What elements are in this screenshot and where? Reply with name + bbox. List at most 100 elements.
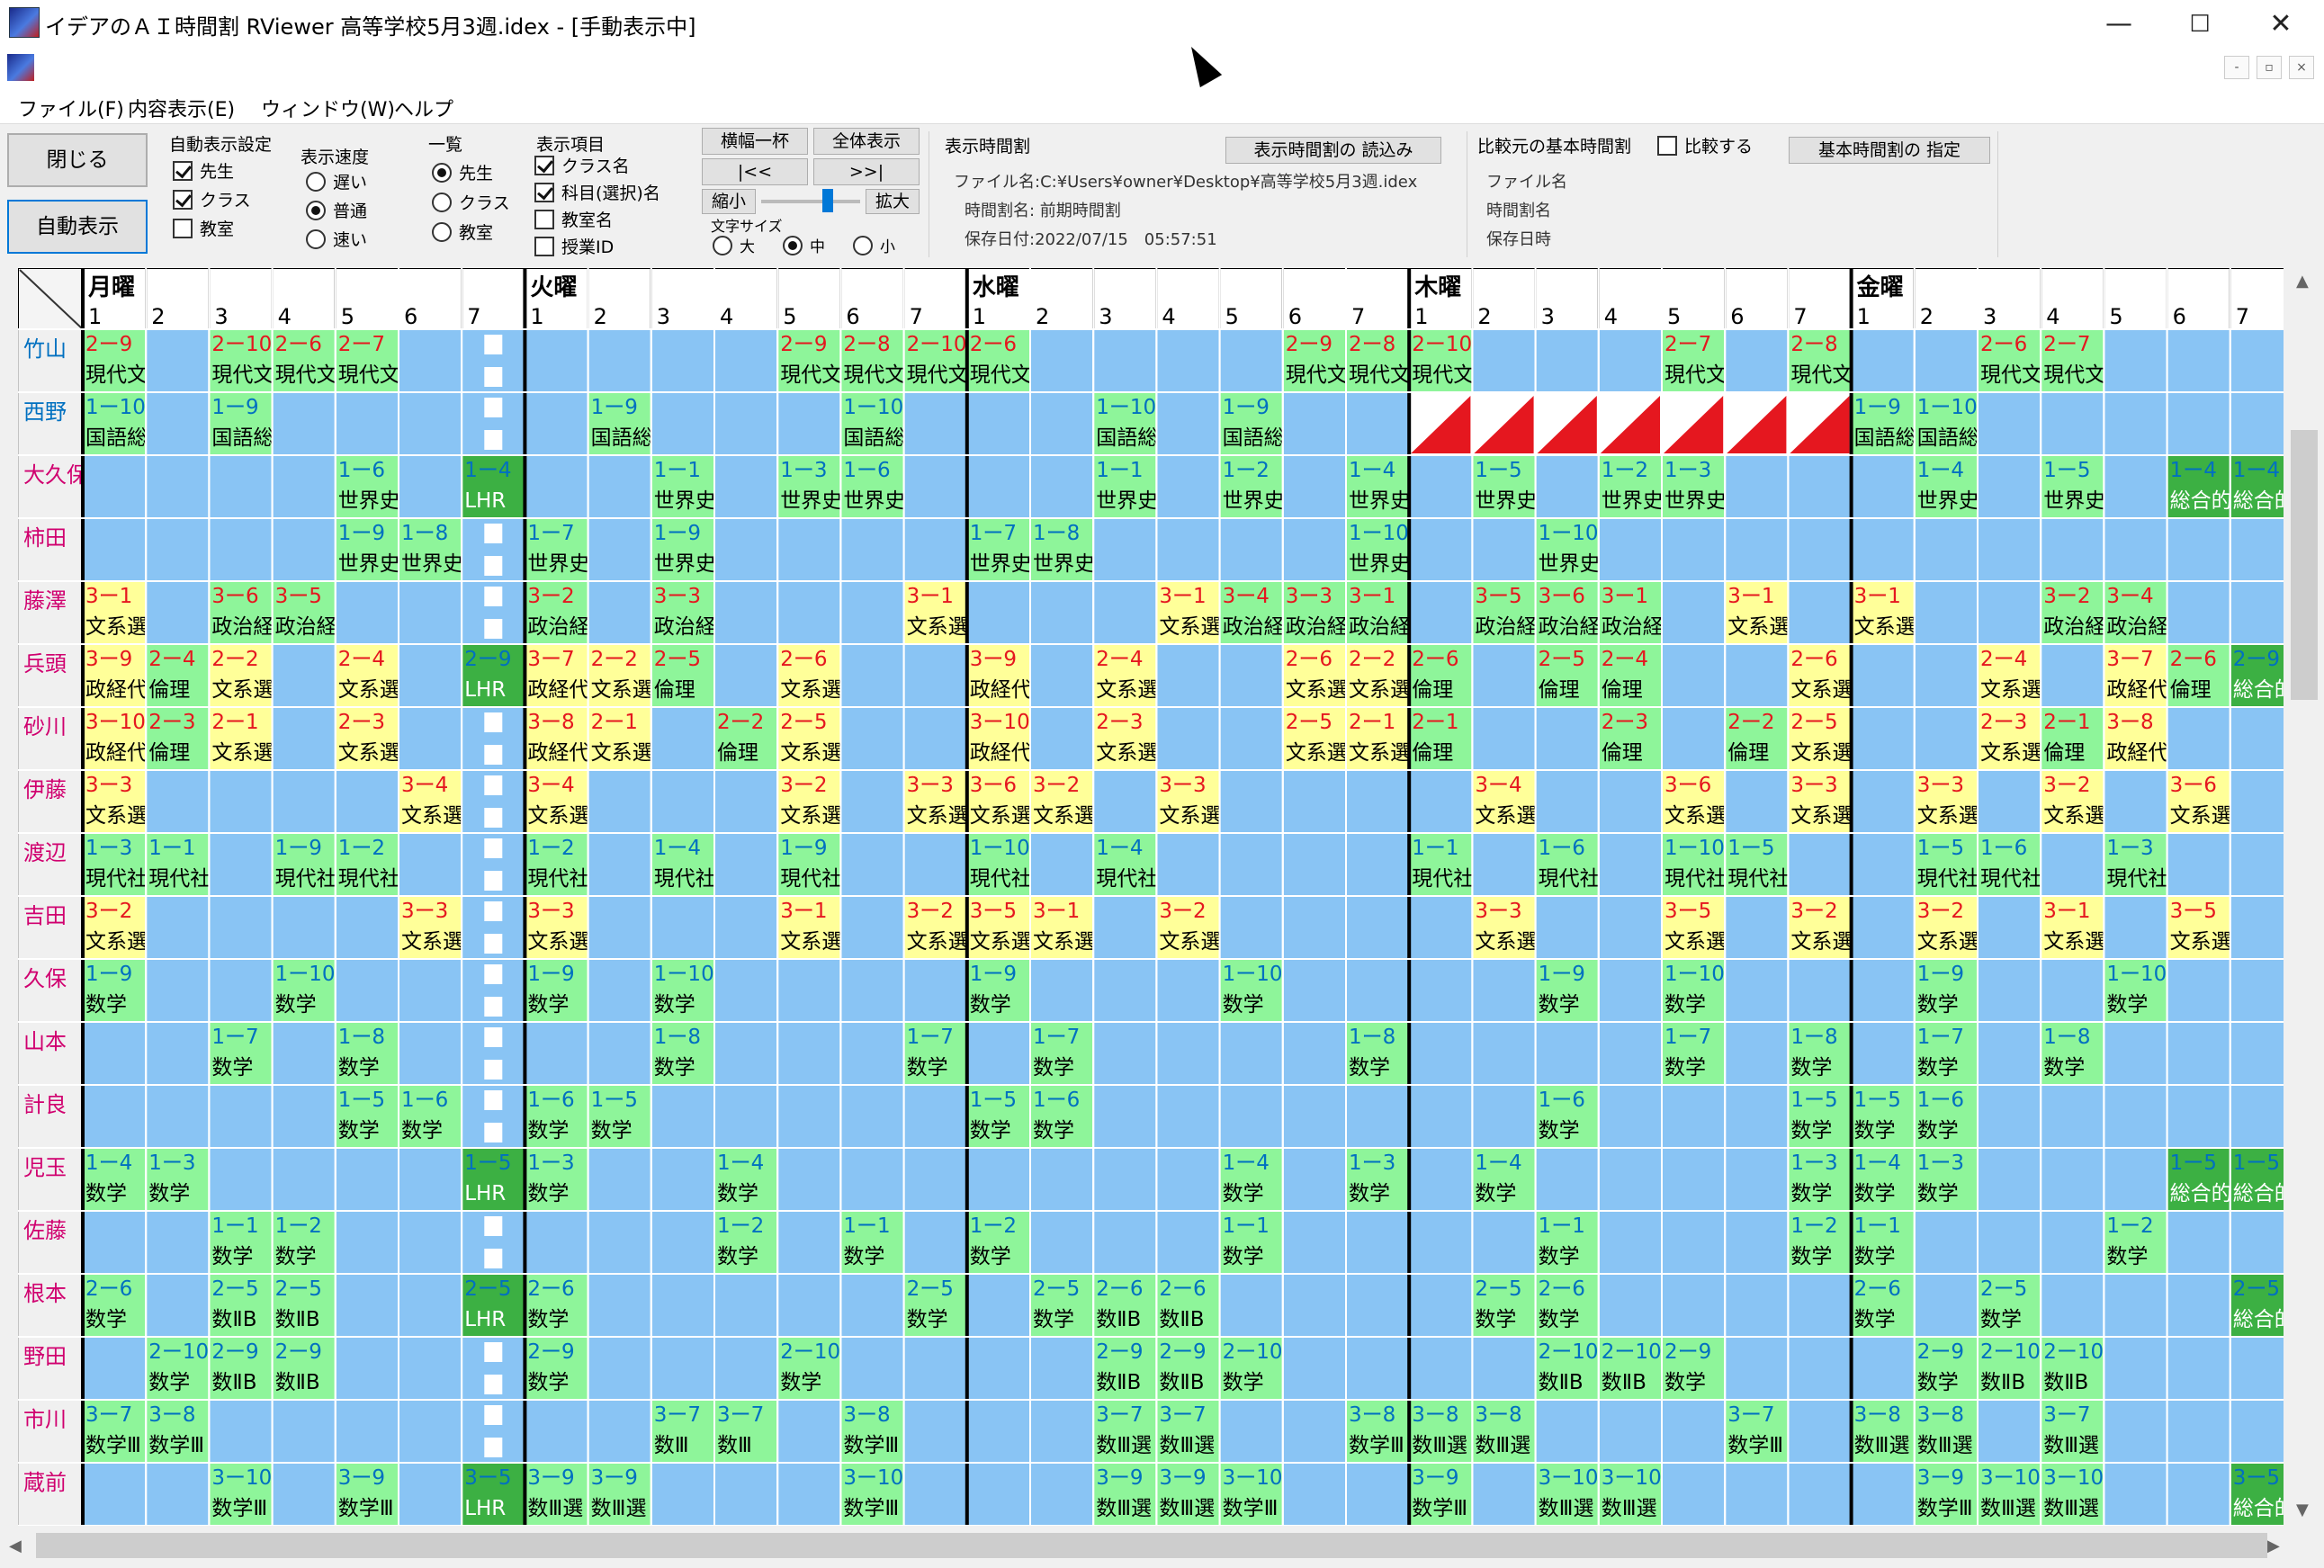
timetable-cell[interactable]	[650, 1084, 715, 1149]
menu-help[interactable]: ヘルプ	[394, 99, 454, 121]
timetable-cell[interactable]	[2103, 643, 2168, 708]
timetable-cell[interactable]	[839, 328, 905, 393]
timetable-cell[interactable]	[587, 1147, 652, 1212]
timetable-cell[interactable]	[1471, 580, 1537, 645]
timetable-cell[interactable]	[776, 1147, 842, 1212]
timetable-cell[interactable]	[1092, 1210, 1158, 1275]
checkbox-icon[interactable]	[534, 182, 554, 202]
timetable-cell[interactable]	[776, 517, 842, 582]
timetable-cell[interactable]	[1345, 391, 1411, 456]
timetable-cell[interactable]	[1029, 580, 1095, 645]
timetable-cell[interactable]	[1534, 1399, 1600, 1464]
timetable-cell[interactable]	[965, 1336, 1032, 1401]
timetable-cell[interactable]	[1471, 1147, 1537, 1212]
timetable-cell[interactable]	[965, 1462, 1032, 1526]
timetable-cell[interactable]	[524, 769, 589, 834]
timetable-cell[interactable]	[1850, 517, 1916, 582]
scroll-down-icon[interactable]: ▼	[2296, 1501, 2309, 1519]
timetable-cell[interactable]	[1218, 1021, 1284, 1086]
timetable-cell[interactable]	[1850, 1336, 1916, 1401]
timetable-cell[interactable]	[2166, 1462, 2231, 1526]
timetable-cell[interactable]	[1155, 1210, 1221, 1275]
timetable-cell[interactable]	[776, 391, 842, 456]
timetable-cell[interactable]	[1724, 958, 1790, 1023]
timetable-cell[interactable]	[524, 454, 589, 519]
timetable-cell[interactable]	[965, 391, 1032, 456]
timetable-cell[interactable]	[1471, 517, 1537, 582]
timetable-cell[interactable]	[1661, 1273, 1727, 1338]
timetable-cell[interactable]	[1661, 895, 1727, 960]
timetable-cell[interactable]	[208, 1399, 274, 1464]
timetable-cell[interactable]	[650, 1273, 715, 1338]
timetable-cell[interactable]	[776, 580, 842, 645]
timetable-cell[interactable]	[1218, 1273, 1284, 1338]
timetable-cell[interactable]	[1977, 1147, 2042, 1212]
timetable-cell[interactable]	[2166, 643, 2231, 708]
timetable-cell[interactable]	[271, 1084, 336, 1149]
timetable-cell[interactable]	[2229, 769, 2284, 834]
maximize-button[interactable]: ☐	[2189, 11, 2211, 38]
timetable-cell[interactable]	[1977, 958, 2042, 1023]
timetable-cell[interactable]	[839, 1084, 905, 1149]
close-window-button[interactable]: ✕	[2269, 8, 2293, 40]
timetable-cell[interactable]	[1029, 391, 1095, 456]
timetable-cell[interactable]	[1281, 1399, 1348, 1464]
timetable-cell[interactable]	[1534, 1021, 1600, 1086]
timetable-cell[interactable]	[1092, 769, 1158, 834]
timetable-cell[interactable]	[524, 517, 589, 582]
timetable-cell[interactable]	[1850, 706, 1916, 771]
timetable-cell[interactable]	[1029, 1462, 1095, 1526]
timetable-cell[interactable]	[208, 1147, 274, 1212]
timetable-cell[interactable]	[2040, 1273, 2105, 1338]
timetable-cell[interactable]	[2166, 958, 2231, 1023]
timetable-cell[interactable]	[965, 1273, 1032, 1338]
checkbox-icon[interactable]	[534, 209, 554, 229]
timetable-cell[interactable]	[2166, 832, 2231, 897]
timetable-cell[interactable]	[1977, 1399, 2042, 1464]
timetable-cell[interactable]	[1850, 391, 1916, 456]
timetable-cell[interactable]	[1913, 517, 1979, 582]
timetable-cell[interactable]	[587, 328, 652, 393]
timetable-cell[interactable]	[1218, 706, 1284, 771]
timetable-cell[interactable]	[271, 391, 336, 456]
timetable-cell[interactable]	[2103, 1084, 2168, 1149]
items-option-2[interactable]: 教室名	[534, 207, 613, 231]
timetable-cell[interactable]	[1408, 454, 1474, 519]
timetable-cell[interactable]	[1092, 706, 1158, 771]
scroll-left-icon[interactable]: ◀	[9, 1537, 22, 1555]
timetable-cell[interactable]	[902, 454, 968, 519]
timetable-cell[interactable]	[1661, 706, 1727, 771]
timetable-cell[interactable]	[1661, 1147, 1727, 1212]
timetable-cell[interactable]	[2040, 454, 2105, 519]
timetable-cell[interactable]	[1597, 1084, 1664, 1149]
timetable-cell[interactable]	[1029, 706, 1095, 771]
timetable-cell[interactable]	[713, 1462, 779, 1526]
timetable-cell[interactable]	[271, 895, 336, 960]
timetable-cell[interactable]	[398, 643, 463, 708]
timetable-cell[interactable]	[524, 1021, 589, 1086]
timetable-cell[interactable]	[398, 454, 463, 519]
timetable-cell[interactable]	[1092, 1462, 1158, 1526]
timetable-cell[interactable]	[1724, 454, 1790, 519]
shrink-button[interactable]: 縮小	[702, 189, 756, 214]
timetable-cell[interactable]	[1597, 328, 1664, 393]
timetable-cell[interactable]	[2103, 769, 2168, 834]
timetable-cell[interactable]	[271, 454, 336, 519]
timetable-cell[interactable]	[902, 1462, 968, 1526]
auto-option-2[interactable]: 教室	[173, 216, 234, 240]
timetable-cell[interactable]	[713, 454, 779, 519]
timetable-cell[interactable]	[2166, 895, 2231, 960]
timetable-cell[interactable]	[1534, 1462, 1600, 1526]
timetable-cell[interactable]	[1408, 580, 1474, 645]
timetable-cell[interactable]	[1977, 517, 2042, 582]
timetable-cell[interactable]	[398, 328, 463, 393]
timetable-cell[interactable]	[398, 958, 463, 1023]
timetable-cell[interactable]	[2166, 517, 2231, 582]
timetable-cell[interactable]	[1345, 1462, 1411, 1526]
timetable-cell[interactable]	[587, 1273, 652, 1338]
teacher-name-cell[interactable]	[18, 895, 84, 960]
timetable-cell[interactable]	[145, 958, 211, 1023]
timetable-cell[interactable]	[1661, 580, 1727, 645]
timetable-cell[interactable]	[1850, 1021, 1916, 1086]
timetable-cell[interactable]	[398, 391, 463, 456]
